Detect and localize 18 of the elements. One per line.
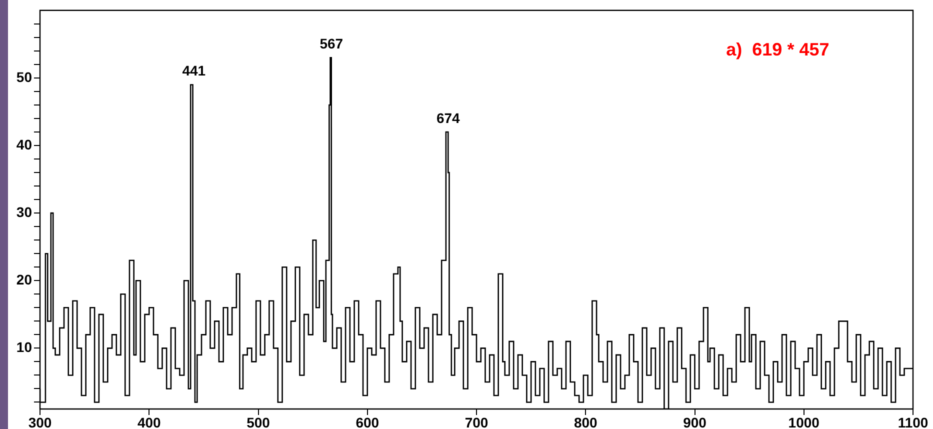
annotation: 441 (182, 62, 206, 79)
annotation: a) 619 * 457 (726, 39, 830, 60)
x-tick-label: 800 (574, 414, 598, 429)
x-tick-label: 600 (356, 414, 380, 429)
x-tick-label: 500 (246, 414, 270, 429)
x-tick-label: 1000 (788, 414, 820, 429)
y-tick-label: 50 (16, 68, 32, 85)
annotation: 567 (320, 36, 344, 52)
y-tick-label: 40 (16, 136, 32, 152)
x-tick-label: 1100 (898, 414, 928, 429)
x-tick-label: 900 (683, 414, 707, 429)
x-tick-label: 700 (464, 414, 488, 429)
y-tick-label: 10 (16, 339, 32, 356)
y-tick-label: 20 (16, 271, 32, 288)
x-tick-label: 400 (137, 414, 162, 429)
y-tick-label: 30 (16, 204, 32, 220)
x-tick-label: 300 (28, 414, 52, 429)
annotation: 674 (436, 110, 460, 126)
